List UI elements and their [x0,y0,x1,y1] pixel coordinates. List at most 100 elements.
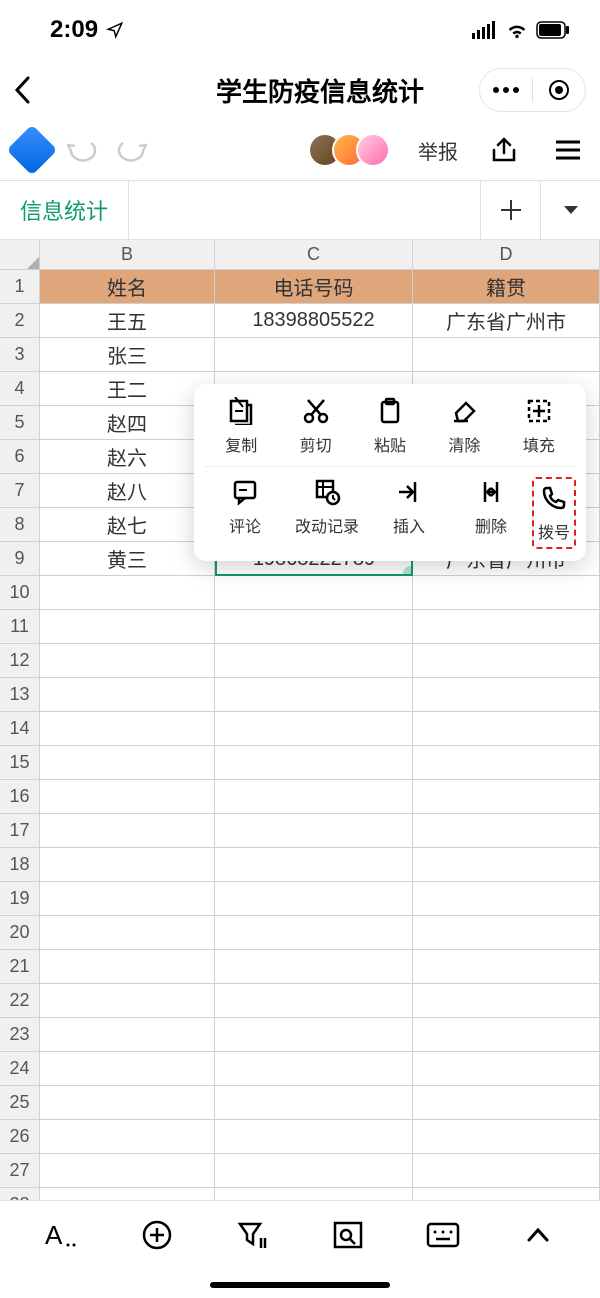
cell[interactable] [413,848,600,882]
cell[interactable]: 张三 [40,338,215,372]
cell[interactable]: 黄三 [40,542,215,576]
cell[interactable] [413,576,600,610]
cell[interactable] [215,780,413,814]
menu-item-粘贴[interactable]: 粘贴 [353,396,427,456]
cell[interactable] [413,780,600,814]
cell[interactable]: 18398805522 [215,304,413,338]
cell[interactable]: 赵六 [40,440,215,474]
cell[interactable] [413,678,600,712]
header-cell[interactable]: 姓名 [40,270,215,304]
cell[interactable]: 王五 [40,304,215,338]
row-header[interactable]: 25 [0,1086,40,1120]
cell[interactable] [413,984,600,1018]
expand-sheets-button[interactable] [540,181,600,239]
row-header[interactable]: 17 [0,814,40,848]
header-cell[interactable]: 籍贯 [413,270,600,304]
add-sheet-button[interactable] [480,181,540,239]
col-header[interactable]: B [40,240,215,270]
cell[interactable] [40,1154,215,1188]
report-button[interactable]: 举报 [418,136,458,165]
cell[interactable] [40,814,215,848]
sheet-tab-active[interactable]: 信息统计 [0,181,129,239]
cell[interactable] [40,882,215,916]
row-header[interactable]: 27 [0,1154,40,1188]
cell[interactable] [215,746,413,780]
cell[interactable] [40,984,215,1018]
cell[interactable] [215,848,413,882]
cell[interactable] [413,338,600,372]
cell[interactable] [215,814,413,848]
cell[interactable] [215,1120,413,1154]
row-header[interactable]: 12 [0,644,40,678]
cell[interactable]: 赵七 [40,508,215,542]
share-button[interactable] [486,132,522,168]
row-header[interactable]: 3 [0,338,40,372]
close-button[interactable] [533,68,585,112]
row-header[interactable]: 4 [0,372,40,406]
cell[interactable]: 赵四 [40,406,215,440]
menu-item-填充[interactable]: 填充 [502,396,576,456]
collaborator-avatars[interactable] [318,133,390,167]
cell[interactable] [215,1154,413,1188]
menu-item-改动记录[interactable]: 改动记录 [286,477,368,549]
cell[interactable] [215,950,413,984]
redo-button[interactable] [114,132,150,168]
keyboard-button[interactable] [418,1210,468,1260]
cell[interactable] [215,1018,413,1052]
row-header[interactable]: 7 [0,474,40,508]
back-button[interactable] [14,76,54,104]
cell[interactable] [40,916,215,950]
cell[interactable]: 赵八 [40,474,215,508]
row-header[interactable]: 16 [0,780,40,814]
cell[interactable]: 广东省广州市 [413,304,600,338]
row-header[interactable]: 22 [0,984,40,1018]
cell[interactable] [413,1018,600,1052]
menu-item-剪切[interactable]: 剪切 [278,396,352,456]
cell[interactable] [215,984,413,1018]
row-header[interactable]: 5 [0,406,40,440]
row-header[interactable]: 18 [0,848,40,882]
cell[interactable] [215,1086,413,1120]
cell[interactable] [215,678,413,712]
row-header[interactable]: 24 [0,1052,40,1086]
row-header[interactable]: 21 [0,950,40,984]
cell[interactable] [413,814,600,848]
cell[interactable] [413,916,600,950]
cell[interactable] [413,644,600,678]
menu-button[interactable] [550,132,586,168]
cell[interactable] [215,644,413,678]
row-header[interactable]: 19 [0,882,40,916]
cell[interactable] [413,746,600,780]
menu-item-删除[interactable]: 删除 [450,477,532,549]
cell[interactable] [215,338,413,372]
row-header[interactable]: 11 [0,610,40,644]
header-cell[interactable]: 电话号码 [215,270,413,304]
cell[interactable] [40,576,215,610]
row-header[interactable]: 23 [0,1018,40,1052]
row-header[interactable]: 26 [0,1120,40,1154]
cell[interactable] [413,1120,600,1154]
menu-item-清除[interactable]: 清除 [427,396,501,456]
format-button[interactable]: A [37,1210,87,1260]
cell[interactable] [413,1052,600,1086]
cell[interactable] [40,1018,215,1052]
cell[interactable] [413,882,600,916]
cell[interactable] [40,1052,215,1086]
row-header[interactable]: 2 [0,304,40,338]
cell[interactable] [413,610,600,644]
cell[interactable] [215,882,413,916]
menu-item-评论[interactable]: 评论 [204,477,286,549]
cell[interactable] [40,950,215,984]
cell[interactable]: 王二 [40,372,215,406]
view-button[interactable] [323,1210,373,1260]
collapse-button[interactable] [513,1210,563,1260]
cell[interactable] [40,746,215,780]
menu-item-拨号[interactable]: 拨号 [538,483,570,543]
row-header[interactable]: 8 [0,508,40,542]
row-header[interactable]: 6 [0,440,40,474]
row-header[interactable]: 14 [0,712,40,746]
cell[interactable] [40,678,215,712]
filter-button[interactable] [227,1210,277,1260]
cell[interactable] [40,848,215,882]
cell[interactable] [40,644,215,678]
